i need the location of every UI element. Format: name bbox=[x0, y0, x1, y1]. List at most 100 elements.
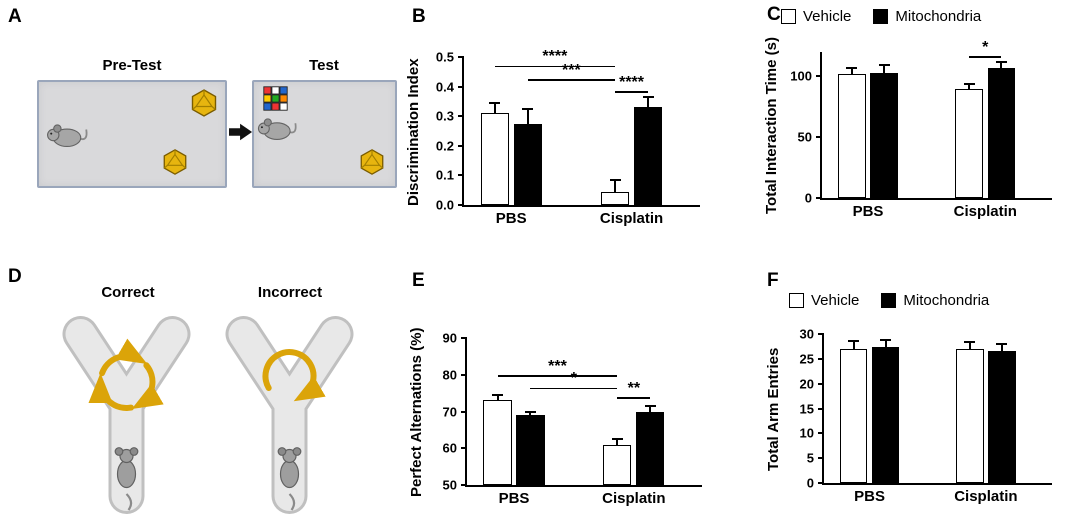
mitochondria-swatch bbox=[881, 293, 897, 308]
significance-line bbox=[527, 78, 616, 81]
y-maze-incorrect-icon bbox=[225, 316, 354, 514]
loop-arrow-icon bbox=[262, 349, 326, 402]
panel-label-d: D bbox=[8, 266, 22, 287]
y-tick bbox=[818, 357, 824, 360]
y-tick-label: 0 bbox=[806, 475, 814, 491]
y-tick bbox=[458, 174, 464, 177]
x-category-label: PBS bbox=[495, 210, 527, 227]
error-bar bbox=[526, 108, 529, 124]
error-bar bbox=[884, 339, 887, 348]
error-bar-cap bbox=[995, 60, 1007, 63]
significance-line bbox=[494, 65, 616, 68]
error-bar bbox=[968, 342, 971, 349]
y-tick bbox=[458, 85, 464, 88]
error-bar-cap bbox=[492, 393, 504, 396]
y-tick bbox=[818, 407, 824, 410]
error-bar-cap bbox=[963, 82, 975, 85]
y-tick-label: 5 bbox=[806, 450, 814, 466]
y-tick bbox=[458, 204, 464, 206]
y-axis-title: Perfect Alternations (%) bbox=[408, 327, 425, 498]
gold-object-icon bbox=[360, 149, 384, 175]
pretest-title: Pre-Test bbox=[102, 57, 162, 74]
error-bar bbox=[968, 83, 971, 89]
y-tick bbox=[818, 482, 824, 484]
y-tick bbox=[458, 56, 464, 58]
y-tick bbox=[818, 333, 824, 335]
y-tick bbox=[461, 373, 467, 376]
error-bar bbox=[493, 102, 496, 114]
error-bar bbox=[614, 179, 617, 192]
error-bar bbox=[850, 67, 853, 74]
cycle-arrows-icon bbox=[88, 338, 164, 411]
error-bar bbox=[649, 406, 652, 412]
y-tick-label: 10 bbox=[799, 425, 814, 441]
y-tick bbox=[816, 136, 822, 139]
plot-area: 0 50 100 PBS Cisplatin * bbox=[790, 40, 1052, 219]
plot-area: 0.0 0.1 0.2 0.3 0.4 0.5 PBS Cisplatin **** *** ***… bbox=[436, 49, 700, 226]
significance-line bbox=[530, 387, 618, 390]
bar-pbs-vehicle bbox=[480, 113, 509, 205]
test-title: Test bbox=[309, 57, 339, 74]
y-tick-label: 30 bbox=[799, 326, 814, 342]
mitochondria-swatch bbox=[873, 9, 889, 24]
y-tick bbox=[461, 410, 467, 413]
x-category-label: Cisplatin bbox=[599, 210, 664, 227]
y-axis-title: Total Interaction Time (s) bbox=[763, 37, 780, 215]
significance-stars: * bbox=[570, 370, 578, 388]
y-tick-label: 50 bbox=[442, 477, 457, 493]
rubiks-cube-icon bbox=[263, 86, 288, 111]
y-tick-label: 50 bbox=[797, 129, 812, 145]
significance-stars: * bbox=[982, 39, 989, 57]
mouse-icon bbox=[114, 447, 139, 511]
bar-cisplatin-vehicle bbox=[603, 444, 632, 485]
mouse-icon bbox=[277, 447, 302, 511]
significance-stars: *** bbox=[548, 357, 567, 375]
panel-d: D Correct Incorrect bbox=[0, 262, 410, 525]
chart-perfect-alternations: Perfect Alternations (%) 50 60 70 80 90 PBS Ci… bbox=[408, 262, 765, 525]
legend-vehicle-label: Vehicle bbox=[811, 292, 860, 309]
y-tick bbox=[461, 447, 467, 450]
error-bar-cap bbox=[522, 107, 534, 110]
chart-total-interaction-time: Total Interaction Time (s) 0 50 100 PBS Cisp… bbox=[763, 0, 1087, 262]
error-bar bbox=[529, 411, 532, 416]
vehicle-swatch bbox=[789, 293, 804, 308]
correct-title: Correct bbox=[101, 284, 155, 301]
error-bar-cap bbox=[644, 405, 656, 407]
chart-total-arm-entries: Total Arm Entries 0 5 10 15 20 25 30 PBS Cisplat… bbox=[765, 262, 1087, 525]
error-bar-cap bbox=[848, 340, 860, 343]
mouse-icon bbox=[257, 118, 297, 140]
error-bar bbox=[852, 341, 855, 349]
error-bar bbox=[616, 439, 619, 445]
chart-discrimination-index: Discrimination Index 0.0 0.1 0.2 0.3 0.4 0.5 P… bbox=[405, 0, 765, 262]
panel-c: C Vehicle Mitochondria Total Interaction… bbox=[763, 0, 1087, 262]
error-bar-cap bbox=[996, 342, 1008, 345]
y-tick-label: 0.2 bbox=[435, 138, 454, 154]
legend: Vehicle Mitochondria bbox=[789, 292, 989, 309]
panel-label-c: C bbox=[767, 4, 781, 25]
bar-cisplatin-vehicle bbox=[956, 348, 984, 483]
error-bar bbox=[1000, 343, 1003, 352]
y-tick-label: 25 bbox=[799, 351, 814, 367]
pretest-arena bbox=[37, 80, 227, 188]
y-axis-title: Discrimination Index bbox=[405, 58, 422, 206]
plot-area: 0 5 10 15 20 25 30 PBS Cisplatin bbox=[800, 328, 1052, 504]
error-bar-cap bbox=[964, 341, 976, 344]
mouse-icon bbox=[47, 124, 88, 148]
significance-line bbox=[969, 56, 1002, 59]
y-tick bbox=[818, 382, 824, 385]
bar-pbs-vehicle bbox=[483, 400, 512, 485]
error-bar-cap bbox=[642, 95, 654, 98]
y-tick bbox=[458, 115, 464, 118]
y-maze-correct-icon bbox=[62, 316, 191, 514]
legend-mitochondria-label: Mitochondria bbox=[895, 8, 982, 25]
y-tick-label: 60 bbox=[442, 440, 457, 456]
significance-stars: ** bbox=[627, 379, 641, 397]
bar-pbs-mitochondria bbox=[513, 123, 542, 205]
bar-pbs-mitochondria bbox=[871, 347, 900, 483]
error-bar-cap bbox=[878, 64, 890, 67]
significance-line bbox=[497, 374, 618, 377]
y-tick-label: 0.3 bbox=[435, 108, 454, 124]
incorrect-title: Incorrect bbox=[257, 284, 323, 301]
y-tick bbox=[458, 144, 464, 147]
